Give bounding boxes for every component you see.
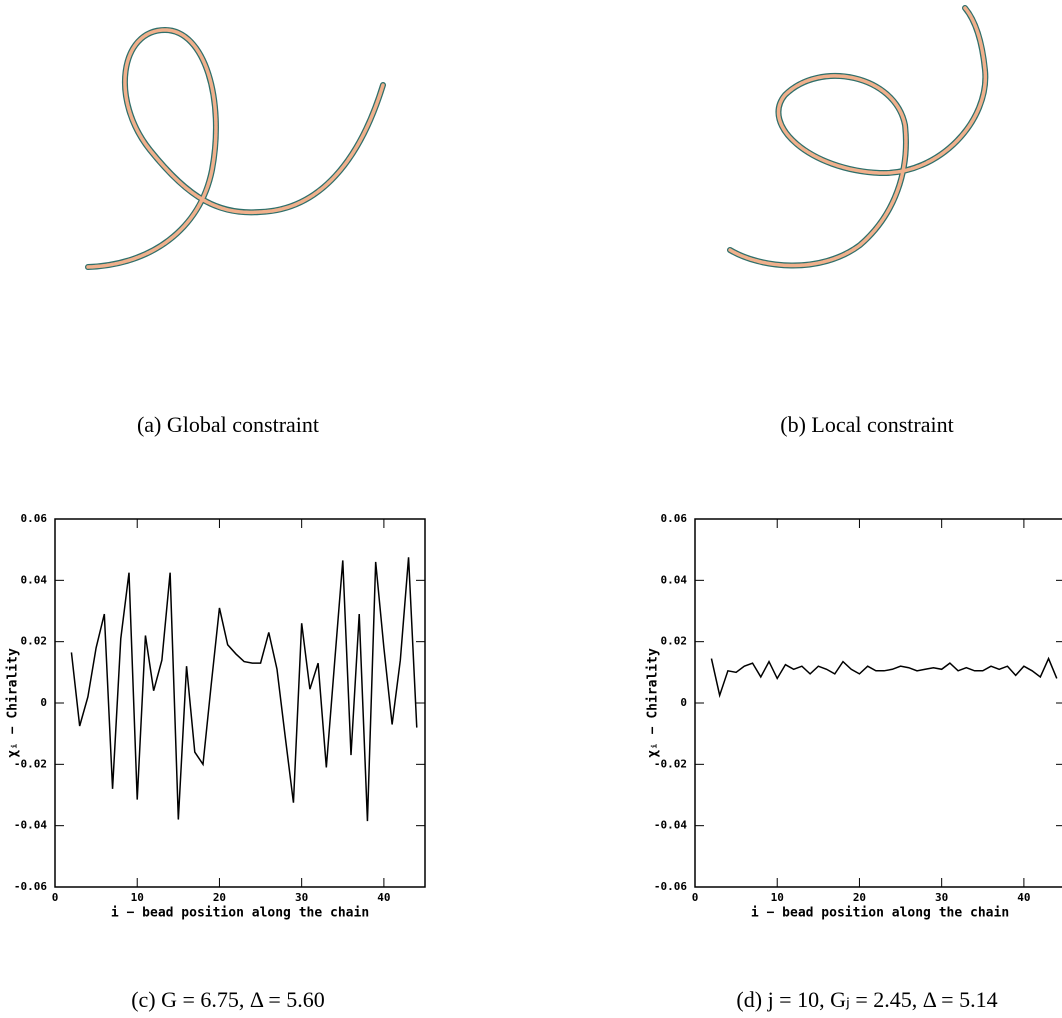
x-axis-label: i − bead position along the chain — [751, 906, 1009, 921]
x-tick-label: 10 — [771, 891, 784, 904]
plot-frame — [54, 518, 426, 888]
y-tick-label: -0.02 — [654, 757, 687, 770]
chart: -0.06 -0.04 -0.02 0 0.02 0.04 0.06 0 10 20 30 40 i −… — [6, 512, 426, 1012]
x-tick-label: 0 — [52, 891, 59, 904]
y-tick-label: 0.02 — [21, 635, 48, 648]
chart: -0.06 -0.04 -0.02 0 0.02 0.04 0.06 0 10 20 30 40 i −… — [646, 512, 1062, 1012]
y-tick-label: 0.02 — [661, 635, 688, 648]
y-tick-label: 0.06 — [661, 512, 688, 525]
x-tick-label: 40 — [1017, 891, 1030, 904]
y-tick-label: -0.02 — [14, 757, 47, 770]
y-tick-label: 0.04 — [661, 573, 688, 586]
chain-beads — [86, 28, 385, 269]
y-tick-label: -0.06 — [654, 880, 687, 893]
chain-render-b — [727, 5, 989, 269]
caption: (a) Global constraint — [137, 412, 319, 437]
y-tick-label: 0 — [40, 696, 47, 709]
y-tick-label: -0.04 — [654, 819, 687, 832]
y-tick-label: -0.06 — [14, 880, 47, 893]
x-tick-label: 30 — [295, 891, 308, 904]
data-line — [70, 557, 418, 822]
x-tick-label: 40 — [377, 891, 390, 904]
y-tick-label: 0.04 — [21, 573, 48, 586]
x-tick-label: 10 — [131, 891, 144, 904]
y-tick-label: 0 — [680, 696, 687, 709]
chain-outline — [727, 5, 989, 269]
plot-frame — [694, 518, 1062, 888]
x-tick-label: 20 — [213, 891, 226, 904]
caption: (c) G = 6.75, Δ = 5.60 — [131, 987, 325, 1012]
data-line — [710, 656, 1058, 699]
caption: (b) Local constraint — [780, 412, 954, 437]
x-tick-label: 0 — [692, 891, 699, 904]
y-axis-label: χᵢ − Chirality — [6, 648, 21, 758]
x-axis-label: i − bead position along the chain — [111, 906, 369, 921]
y-tick-label: 0.06 — [21, 512, 48, 525]
x-tick-label: 20 — [853, 891, 866, 904]
caption: (d) j = 10, Gⱼ = 2.45, Δ = 5.14 — [736, 987, 997, 1012]
chain-beads — [728, 6, 987, 268]
y-axis-label: χᵢ − Chirality — [646, 648, 661, 758]
chain-render-a — [85, 26, 386, 270]
y-tick-label: -0.04 — [14, 819, 47, 832]
chain-outline — [85, 26, 386, 270]
x-tick-label: 30 — [935, 891, 948, 904]
